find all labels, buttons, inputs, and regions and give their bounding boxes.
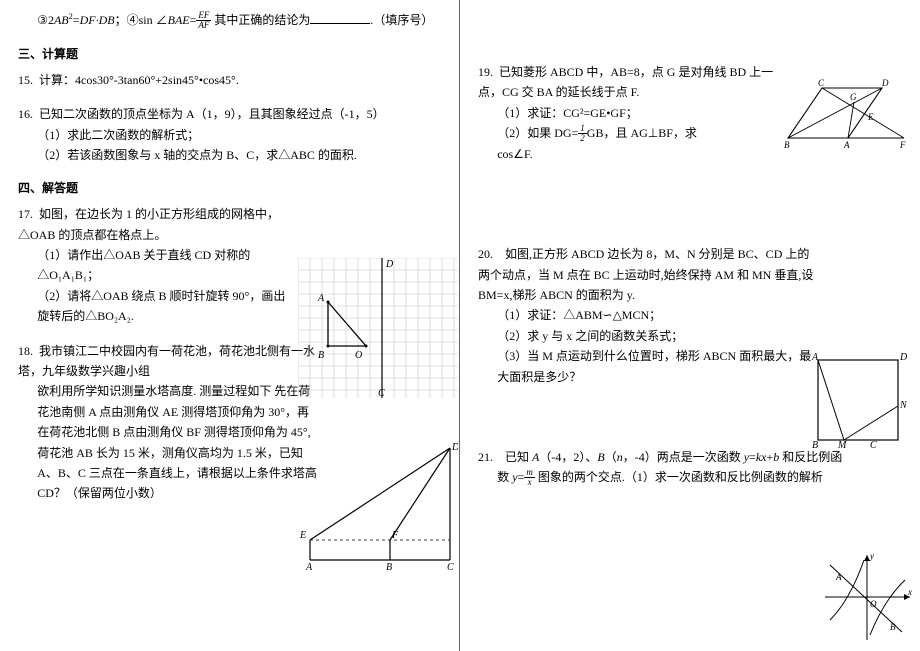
left-column: ③2AB2=DF·DB；④sin ∠BAE=EFAF 其中正确的结论为.（填序号… [0,0,460,651]
svg-text:D: D [881,78,889,88]
q19-l1: 已知菱形 ABCD 中，AB=8，点 G 是对角线 BD 上一点，CG 交 BA… [478,65,773,99]
svg-text:C: C [818,78,825,88]
svg-text:y: y [869,551,874,561]
svg-text:D: D [899,352,908,363]
q17-l2: （1）请作出△OAB 关于直线 CD 对称的△O₁A₁B₁； [18,245,288,286]
svg-text:A: A [305,562,313,570]
txt: ③2AB2=DF·DB；④sin ∠BAE=EFAF 其中正确的结论为.（填序号… [37,13,433,27]
q20: 20. 如图,正方形 ABCD 边长为 8，M、N 分别是 BC、CD 上的两个… [478,244,818,387]
right-column: 19. 已知菱形 ABCD 中，AB=8，点 G 是对角线 BD 上一点，CG … [460,0,920,651]
section-3-title: 三、计算题 [18,45,445,62]
q19-l4: cos∠F. [478,144,778,164]
svg-text:E: E [300,530,306,541]
svg-text:A: A [317,293,325,304]
q16-l2: （1）求此二次函数的解析式； [18,125,445,145]
q16-l1: 已知二次函数的顶点坐标为 A（1，9），且其图象经过点（-1，5） [39,107,385,121]
svg-text:O: O [355,350,362,361]
q15: 15. 计算：4cos30°-3tan60°+2sin45°•cos45°. [18,70,445,90]
svg-text:A: A [811,352,819,363]
q19-l2: （1）求证：CG²=GE•GF； [478,103,778,123]
q19: 19. 已知菱形 ABCD 中，AB=8，点 G 是对角线 BD 上一点，CG … [478,62,778,164]
frac-d: AF [196,21,211,30]
svg-text:D: D [451,442,458,453]
svg-text:C: C [378,388,385,398]
frac-d: x [524,478,535,487]
q20-l4: （3）当 M 点运动到什么位置时，梯形 ABCN 面积最大，最大面积是多少？ [478,346,818,387]
svg-text:B: B [812,440,818,450]
q18-figure: A B C D E F [300,440,458,570]
grid-svg: A O B C D [298,258,458,398]
q18: 18. 我市镇江二中校园内有一荷花池，荷花池北侧有一水塔，九年级数学兴趣小组 欲… [18,341,318,504]
q15-text: 计算：4cos30°-3tan60°+2sin45°•cos45°. [39,73,239,87]
svg-text:B: B [890,622,896,632]
q17-l1: 如图，在边长为 1 的小正方形组成的网格中，△OAB 的顶点都在格点上。 [18,207,279,241]
q20-l3: （2）求 y 与 x 之间的函数关系式； [478,326,818,346]
svg-text:F: F [899,140,906,150]
q19-l3b: GB，且 AG⊥BF，求 [587,126,697,140]
svg-text:M: M [837,440,847,450]
frac-d: 2 [578,134,587,143]
q18-l2: 欲利用所学知识测量水塔高度. 测量过程如下 先在荷花池南侧 A 点由测角仪 AE… [18,381,318,503]
svg-text:O: O [870,599,877,609]
svg-text:A: A [835,572,842,582]
q16-l3: （2）若该函数图象与 x 轴的交点为 B、C，求△ABC 的面积. [18,145,445,165]
section-4-title: 四、解答题 [18,179,445,196]
svg-text:E: E [867,112,874,122]
svg-text:x: x [907,587,912,597]
q19-figure: B C D A F G E [770,78,910,158]
svg-text:F: F [391,530,399,541]
fig18-svg: A B C D E F [300,440,458,570]
svg-text:B: B [386,562,392,570]
prev-question-tail: ③2AB2=DF·DB；④sin ∠BAE=EFAF 其中正确的结论为.（填序号… [18,10,445,31]
q17-grid-figure: A O B C D [298,258,458,398]
svg-text:C: C [447,562,454,570]
svg-text:G: G [850,92,857,102]
answer-blank[interactable] [310,12,370,24]
q20-l1: 如图,正方形 ABCD 边长为 8，M、N 分别是 BC、CD 上的两个动点，当… [478,247,813,302]
q17: 17. 如图，在边长为 1 的小正方形组成的网格中，△OAB 的顶点都在格点上。… [18,204,288,326]
q17-l3: （2）请将△OAB 绕点 B 顺时针旋转 90°，画出旋转后的△BO₂A₂. [18,286,288,327]
q16: 16. 已知二次函数的顶点坐标为 A（1，9），且其图象经过点（-1，5） （1… [18,104,445,165]
svg-text:D: D [385,259,394,270]
svg-text:B: B [318,350,324,361]
q21-figure: x y O A B [820,550,915,645]
fig21-svg: x y O A B [820,550,915,645]
q19-l3a: （2）如果 DG= [497,126,578,140]
fig20-svg: A D B C M N [808,350,908,450]
svg-text:A: A [843,140,850,150]
fig19-svg: B C D A F G E [770,78,910,158]
svg-text:N: N [899,400,908,411]
q21: 21. 已知 A（-4，2）、B（n，-4）两点是一次函数 y=kx+b 和反比… [478,447,906,488]
svg-text:B: B [784,140,790,150]
q20-l2: （1）求证：△ABM∽△MCN； [478,305,818,325]
svg-text:C: C [870,440,877,450]
q20-figure: A D B C M N [808,350,908,450]
q18-l1: 我市镇江二中校园内有一荷花池，荷花池北侧有一水塔，九年级数学兴趣小组 [18,344,315,378]
